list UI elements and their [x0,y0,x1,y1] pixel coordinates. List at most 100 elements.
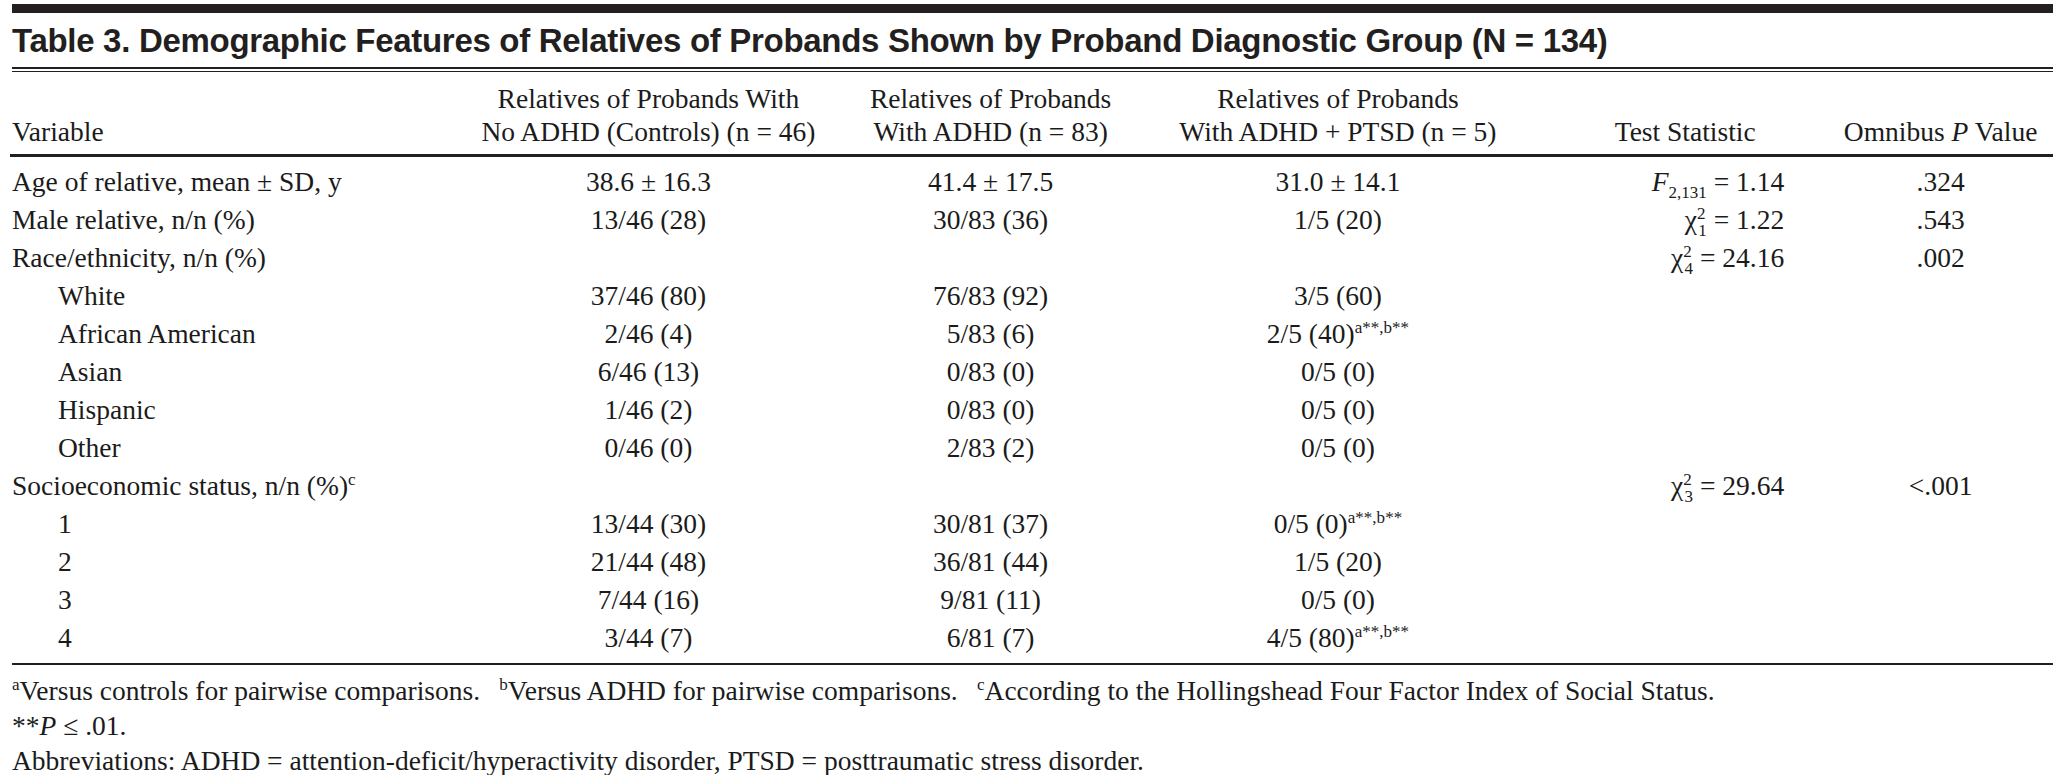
cell-p-value: .543 [1828,201,2053,239]
cell-test-statistic [1542,315,1828,353]
header-line: With ADHD (n = 83) [850,115,1132,148]
cell-controls [449,239,847,277]
cell-p-value [1828,505,2053,543]
cell-adhd: 0/83 (0) [848,391,1134,429]
cell-adhd: 5/83 (6) [848,315,1134,353]
col-header-test_statistic: Test Statistic [1542,72,1828,156]
row-label: Other [10,429,449,467]
footnote-segment: aVersus controls for pairwise comparison… [12,675,480,706]
cell-p-value [1828,353,2053,391]
cell-test-statistic [1542,277,1828,315]
cell-controls: 37/46 (80) [449,277,847,315]
cell-adhd: 6/81 (7) [848,619,1134,657]
row-label: 2 [10,543,449,581]
cell-adhd_ptsd: 0/5 (0) [1134,429,1543,467]
cell-adhd: 30/83 (36) [848,201,1134,239]
cell-p-value [1828,581,2053,619]
col-header-controls: Relatives of Probands WithNo ADHD (Contr… [449,72,847,156]
cell-p-value: .324 [1828,156,2053,202]
cell-p-value [1828,543,2053,581]
header-line: Relatives of Probands [850,82,1132,115]
header-line: Variable [12,115,447,148]
cell-adhd_ptsd: 0/5 (0) [1134,353,1543,391]
cell-adhd: 41.4 ± 17.5 [848,156,1134,202]
cell-test-statistic: F2,131 = 1.14 [1542,156,1828,202]
footnote-abbreviations: Abbreviations: ADHD = attention-deficit/… [12,743,2053,775]
cell-controls: 13/44 (30) [449,505,847,543]
table-row: Hispanic1/46 (2)0/83 (0)0/5 (0) [10,391,2053,429]
cell-controls: 6/46 (13) [449,353,847,391]
table-row: Age of relative, mean ± SD, y38.6 ± 16.3… [10,156,2053,202]
cell-test-statistic [1542,581,1828,619]
table-row: 43/44 (7)6/81 (7)4/5 (80)a**,b** [10,619,2053,657]
cell-adhd: 0/83 (0) [848,353,1134,391]
col-header-p_value: Omnibus P Value [1828,72,2053,156]
table-top-rule [12,4,2053,13]
cell-adhd_ptsd: 2/5 (40)a**,b** [1134,315,1543,353]
table-row: White37/46 (80)76/83 (92)3/5 (60) [10,277,2053,315]
table-header-row: VariableRelatives of Probands WithNo ADH… [10,72,2053,156]
cell-adhd: 2/83 (2) [848,429,1134,467]
cell-controls [449,467,847,505]
header-line: Test Statistic [1544,115,1826,148]
col-header-variable: Variable [10,72,449,156]
test-statistic-value: χ23 = 29.64 [1671,470,1784,501]
cell-test-statistic: χ21 = 1.22 [1542,201,1828,239]
cell-adhd: 76/83 (92) [848,277,1134,315]
cell-adhd_ptsd: 0/5 (0)a**,b** [1134,505,1543,543]
footnotes: aVersus controls for pairwise comparison… [0,665,2063,775]
test-statistic-value: χ21 = 1.22 [1685,204,1784,235]
cell-controls: 3/44 (7) [449,619,847,657]
header-line: Omnibus P Value [1830,115,2051,148]
cell-p-value: .002 [1828,239,2053,277]
cell-adhd_ptsd: 0/5 (0) [1134,391,1543,429]
table-row: Male relative, n/n (%)13/46 (28)30/83 (3… [10,201,2053,239]
cell-controls: 0/46 (0) [449,429,847,467]
cell-controls: 1/46 (2) [449,391,847,429]
row-label: Hispanic [10,391,449,429]
header-line: Relatives of Probands [1136,82,1541,115]
col-header-adhd: Relatives of ProbandsWith ADHD (n = 83) [848,72,1134,156]
cell-adhd_ptsd: 3/5 (60) [1134,277,1543,315]
demographics-table: VariableRelatives of Probands WithNo ADH… [10,72,2053,657]
header-line: No ADHD (Controls) (n = 46) [451,115,845,148]
cell-adhd_ptsd [1134,239,1543,277]
table-title: Table 3. Demographic Features of Relativ… [0,13,2063,67]
cell-adhd_ptsd: 1/5 (20) [1134,543,1543,581]
cell-controls: 21/44 (48) [449,543,847,581]
cell-p-value [1828,619,2053,657]
table-row: 113/44 (30)30/81 (37)0/5 (0)a**,b** [10,505,2053,543]
table-row: Socioeconomic status, n/n (%)cχ23 = 29.6… [10,467,2053,505]
cell-controls: 7/44 (16) [449,581,847,619]
cell-p-value [1828,429,2053,467]
row-label: Male relative, n/n (%) [10,201,449,239]
cell-adhd [848,239,1134,277]
cell-test-statistic [1542,353,1828,391]
cell-adhd: 30/81 (37) [848,505,1134,543]
cell-p-value [1828,391,2053,429]
table-row: 221/44 (48)36/81 (44)1/5 (20) [10,543,2053,581]
cell-controls: 2/46 (4) [449,315,847,353]
test-statistic-value: χ24 = 24.16 [1671,242,1784,273]
cell-adhd_ptsd: 1/5 (20) [1134,201,1543,239]
row-label: 1 [10,505,449,543]
cell-adhd_ptsd: 4/5 (80)a**,b** [1134,619,1543,657]
row-label: 4 [10,619,449,657]
header-line: Relatives of Probands With [451,82,845,115]
table-row: Asian6/46 (13)0/83 (0)0/5 (0) [10,353,2053,391]
test-statistic-value: F2,131 = 1.14 [1652,166,1785,197]
cell-test-statistic [1542,391,1828,429]
cell-controls: 38.6 ± 16.3 [449,156,847,202]
cell-adhd: 9/81 (11) [848,581,1134,619]
row-label: 3 [10,581,449,619]
cell-test-statistic [1542,543,1828,581]
paper-table-page: Table 3. Demographic Features of Relativ… [0,0,2063,775]
cell-controls: 13/46 (28) [449,201,847,239]
cell-p-value: <.001 [1828,467,2053,505]
cell-adhd [848,467,1134,505]
cell-adhd_ptsd [1134,467,1543,505]
row-label: African American [10,315,449,353]
row-label: Race/ethnicity, n/n (%) [10,239,449,277]
table-row: 37/44 (16)9/81 (11)0/5 (0) [10,581,2053,619]
row-label: Asian [10,353,449,391]
